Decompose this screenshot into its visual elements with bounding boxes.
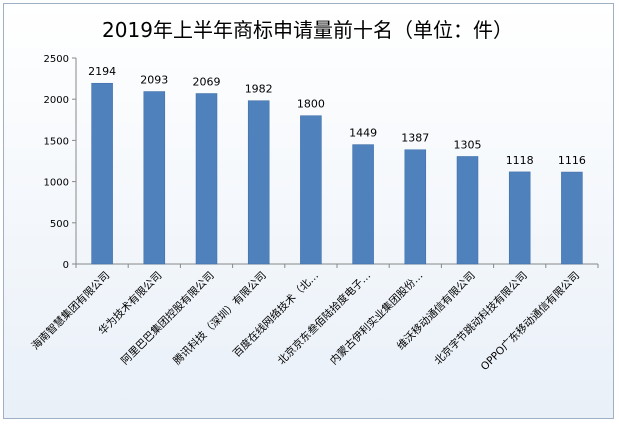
category-label: 百度在线网络技术（北… — [230, 269, 321, 360]
data-label: 2194 — [88, 65, 116, 78]
data-label: 2093 — [140, 74, 168, 87]
chart-title: 2019年上半年商标申请量前十名（单位：件） — [102, 18, 513, 42]
bar — [561, 171, 583, 265]
bar — [352, 144, 374, 265]
bar — [143, 91, 166, 265]
category-label: 腾讯科技（深圳）有限公司 — [171, 269, 269, 367]
data-label: 1116 — [558, 154, 586, 167]
category-label: 阿里巴巴集团控股有限公司 — [118, 269, 216, 367]
category-label: 海南智慧集团有限公司 — [29, 269, 112, 352]
y-tick-label: 0 — [63, 260, 69, 271]
y-tick-label: 2500 — [44, 54, 69, 65]
data-label: 1449 — [349, 127, 377, 140]
data-label: 1800 — [297, 98, 325, 111]
y-tick-label: 1500 — [44, 136, 69, 147]
bar — [91, 82, 113, 265]
data-label: 1118 — [506, 154, 534, 167]
category-labels: 海南智慧集团有限公司华为技术有限公司阿里巴巴集团控股有限公司腾讯科技（深圳）有限… — [29, 269, 582, 373]
y-tick-label: 500 — [50, 219, 69, 230]
bar — [508, 171, 531, 265]
y-tick-label: 1000 — [44, 178, 69, 189]
bar-series — [91, 82, 583, 265]
data-label: 1305 — [454, 138, 482, 151]
data-label: 2069 — [193, 76, 221, 89]
data-label: 1387 — [401, 132, 429, 145]
bar — [195, 93, 218, 265]
bar — [300, 115, 322, 265]
category-label: 北京字节跳动科技有限公司 — [432, 269, 530, 367]
category-label: 内蒙古伊利实业集团股份… — [327, 269, 425, 367]
bar — [247, 100, 270, 265]
category-label: 北京京东叁佰陆拾度电子… — [275, 269, 373, 367]
category-label: OPPO广东移动通信有限公司 — [478, 269, 582, 373]
data-label: 1982 — [245, 83, 273, 96]
y-tick-label: 2000 — [44, 95, 69, 106]
bar — [404, 149, 427, 265]
bar — [456, 156, 479, 265]
data-labels: 2194 2093 2069 1982 1800 1449 1387 1305 1118 1116 — [88, 65, 586, 167]
